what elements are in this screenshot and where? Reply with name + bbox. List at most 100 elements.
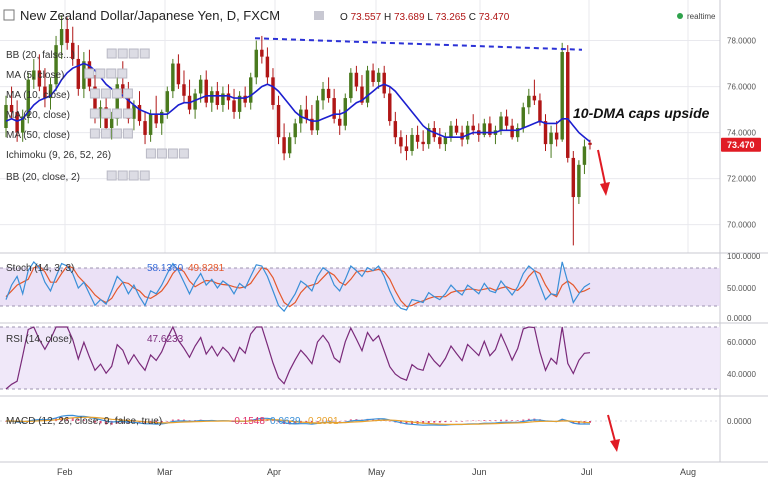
legend-control-icon[interactable] (100, 108, 111, 119)
legend-control-icon[interactable] (117, 68, 128, 79)
legend-control-icon[interactable] (117, 48, 128, 59)
legend-row-ichimoku[interactable]: Ichimoku (9, 26, 52, 26) (6, 148, 189, 161)
macd-bar (388, 420, 391, 422)
macd-bar (327, 420, 330, 421)
candle (310, 104, 314, 135)
legend-control-icon[interactable] (89, 128, 100, 139)
legend-row-ma5[interactable]: MA (5, close) (6, 68, 128, 81)
legend-control-icon[interactable] (100, 88, 111, 99)
candle (282, 123, 286, 161)
legend-control-icon[interactable] (122, 88, 133, 99)
candle (43, 68, 47, 108)
legend-row-bb[interactable]: BB (20, close, 2) (6, 170, 150, 183)
candle (571, 151, 576, 246)
candle (449, 121, 453, 142)
price-axis: 78.0000 76.0000 74.0000 72.0000 70.0000 (727, 37, 756, 230)
candle (109, 111, 114, 140)
macd-bar (177, 419, 180, 421)
macd-bar (316, 421, 319, 422)
candle (515, 123, 520, 142)
candle (315, 95, 320, 135)
candle (376, 68, 381, 89)
legend-label: BB (20, close, 2) (6, 172, 80, 183)
candle (9, 86, 14, 119)
stoch-tick-100: 100.0000 (727, 252, 761, 261)
candle (287, 132, 292, 158)
legend-control-icon[interactable] (117, 170, 128, 181)
legend-control-icon[interactable] (111, 108, 122, 119)
legend-control-icon[interactable] (106, 170, 117, 181)
legend-control-icon[interactable] (89, 108, 100, 119)
rsi-band (0, 327, 720, 389)
candle (321, 81, 325, 110)
macd-bar (322, 420, 325, 422)
macd-tick-0: 0.0000 (727, 417, 752, 426)
legend-row-ma10[interactable]: MA (10, close) (6, 88, 133, 101)
legend-control-icon[interactable] (111, 128, 122, 139)
legend-control-icon[interactable] (84, 68, 95, 79)
legend-control-icon[interactable] (145, 148, 156, 159)
macd-bar (271, 420, 274, 421)
macd-label: MACD (12, 26, close, 9, false, true) (6, 416, 162, 427)
macd-bar (77, 419, 80, 421)
legend-control-icon[interactable] (128, 48, 139, 59)
legend-label: MA (20, close) (6, 110, 70, 121)
legend-control-icon[interactable] (156, 148, 167, 159)
month-label: May (368, 467, 386, 477)
legend-control-icon[interactable] (122, 128, 133, 139)
macd-bar (294, 421, 297, 425)
legend-label: Ichimoku (9, 26, 52, 26) (6, 150, 111, 161)
stoch-tick-0: 0.0000 (727, 314, 752, 323)
legend-control-icon[interactable] (89, 88, 100, 99)
macd-bar (116, 421, 119, 424)
candle (193, 88, 197, 119)
stoch-label: Stoch (14, 3, 3) (6, 263, 74, 274)
candle (382, 65, 386, 99)
legend-control-icon[interactable] (178, 148, 189, 159)
legend-control-icon[interactable] (167, 148, 178, 159)
candle (488, 116, 492, 138)
macd-bar (93, 421, 96, 423)
legend-control-icon[interactable] (106, 48, 117, 59)
candle (232, 88, 236, 119)
macd-bar (511, 420, 514, 421)
candle (154, 95, 158, 128)
legend-control-icon[interactable] (139, 170, 150, 181)
month-label: Apr (267, 467, 281, 477)
candle (415, 125, 420, 149)
candle (577, 160, 581, 204)
candle (182, 70, 186, 103)
legend-control-icon[interactable] (139, 48, 150, 59)
candle (410, 128, 414, 156)
macd-bar (71, 417, 74, 421)
candle (243, 86, 247, 108)
legend-control-icon[interactable] (128, 170, 139, 181)
candle (371, 63, 375, 87)
legend-row-bb-top[interactable]: BB (20, false...) (6, 48, 150, 61)
macd-bar (438, 421, 441, 423)
legend-label: BB (20, false...) (6, 50, 75, 61)
month-label: Jul (581, 467, 593, 477)
legend-row-ma20[interactable]: MA (20, close) (6, 108, 133, 121)
macd-bar (349, 419, 352, 421)
collapse-icon[interactable] (3, 9, 15, 21)
candle (32, 58, 36, 89)
legend-control-icon[interactable] (106, 68, 117, 79)
macd-bar (138, 421, 141, 424)
price-tick-label: 78.0000 (727, 37, 756, 46)
legend-control-icon[interactable] (122, 108, 133, 119)
svg-text:73.470: 73.470 (727, 140, 755, 150)
legend-row-ma50[interactable]: MA (50, close) (6, 128, 133, 141)
eye-icon[interactable] (314, 11, 324, 20)
legend-control-icon[interactable] (95, 68, 106, 79)
candle (527, 88, 531, 115)
legend-control-icon[interactable] (100, 128, 111, 139)
legend-control-icon[interactable] (111, 88, 122, 99)
candle (121, 61, 125, 99)
candle (532, 79, 537, 105)
candle (332, 88, 336, 124)
candle (560, 42, 564, 142)
candle (354, 65, 359, 92)
candle (176, 54, 181, 89)
